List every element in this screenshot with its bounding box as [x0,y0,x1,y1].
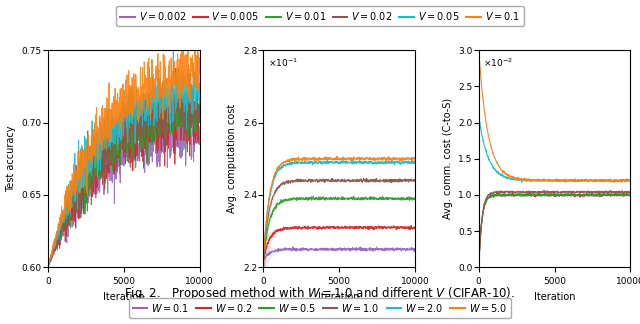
Y-axis label: Avg. comm. cost (C-to-S): Avg. comm. cost (C-to-S) [442,98,452,219]
Y-axis label: Test accuracy: Test accuracy [6,125,16,192]
Legend: $V = 0.002$, $V = 0.005$, $V = 0.01$, $V = 0.02$, $V = 0.05$, $V = 0.1$: $V = 0.002$, $V = 0.005$, $V = 0.01$, $V… [116,6,524,26]
Y-axis label: Avg. computation cost: Avg. computation cost [227,104,237,214]
Text: $\times10^{-2}$: $\times10^{-2}$ [483,57,513,69]
X-axis label: Iteration: Iteration [534,292,575,302]
X-axis label: Iteration: Iteration [103,292,145,302]
Legend: $W = 0.1$, $W = 0.2$, $W = 0.5$, $W = 1.0$, $W = 2.0$, $W = 5.0$: $W = 0.1$, $W = 0.2$, $W = 0.5$, $W = 1.… [129,298,511,318]
X-axis label: Iteration: Iteration [319,292,360,302]
Text: Fig. 2.   Proposed method with $W = 1.0$ and different $V$ (CIFAR-10).: Fig. 2. Proposed method with $W = 1.0$ a… [124,285,516,302]
Text: $\times10^{-1}$: $\times10^{-1}$ [268,57,298,69]
